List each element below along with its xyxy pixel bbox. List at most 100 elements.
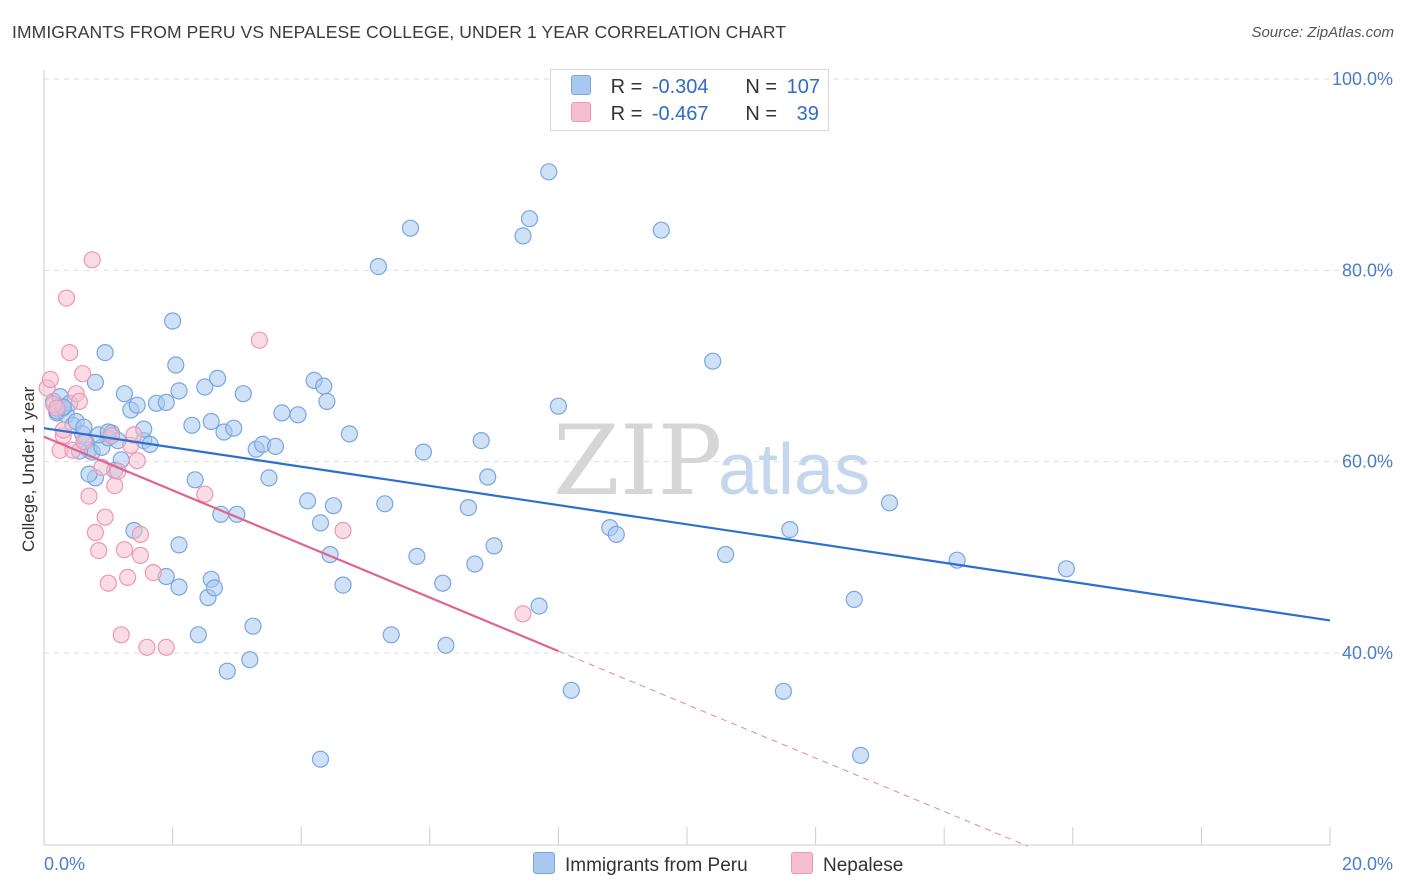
point-peru [315,377,333,395]
bottom-legend-peru: Immigrants from Peru [533,852,748,877]
point-nepalese [106,477,124,495]
point-nepalese [99,574,117,592]
point-peru [128,396,146,414]
point-peru [324,497,342,515]
y-axis-label: College, Under 1 year [19,386,38,552]
point-nepalese [83,251,101,269]
point-peru [289,406,307,424]
point-peru [164,312,182,330]
point-peru [234,385,252,403]
point-peru [514,227,532,245]
point-nepalese [80,487,98,505]
point-nepalese [131,525,149,544]
point-peru [479,468,497,486]
point-peru [485,537,503,555]
legend-r-label: R = [610,103,643,125]
point-nepalese [157,638,175,656]
y-tick-label: 100.0% [1332,69,1393,89]
trend-line-nepalese-extrapolated [558,650,1028,847]
point-peru [704,352,722,370]
point-nepalese [334,521,352,540]
point-nepalese [86,523,105,542]
legend-r-value-peru: -0.304 [651,76,709,98]
point-peru [652,221,670,239]
bottom-legend-label-nepal: Nepalese [823,855,904,876]
point-peru [96,344,114,362]
point-peru [167,356,185,374]
point-peru [520,210,539,228]
legend-swatch-nepal [571,102,591,122]
point-nepalese [131,546,149,565]
point-peru [115,385,134,403]
point-peru [209,369,227,387]
legend-r-value-nepal: -0.467 [651,103,709,125]
point-peru [530,597,548,615]
legend-swatch-peru [571,75,591,95]
point-peru [241,651,259,669]
point-peru [318,392,336,410]
watermark-atlas: atlas [718,430,870,510]
axes-layer: 100.0% 80.0% 60.0% 40.0% 0.0% 20.0% [43,69,1393,874]
bottom-legend-swatch-nepal [791,852,813,874]
source-label: Source: ZipAtlas.com [1251,24,1394,41]
point-peru [369,257,387,276]
point-peru [382,626,400,644]
legend-n-value-peru: 107 [786,76,820,98]
point-peru [459,499,477,517]
point-nepalese [41,370,60,388]
chart-title: IMMIGRANTS FROM PERU VS NEPALESE COLLEGE… [12,22,787,42]
point-peru [244,617,262,635]
points-layer [38,163,1076,768]
legend-n-value-nepal: 39 [796,103,819,125]
point-peru [189,626,207,644]
point-peru [260,469,278,487]
point-peru [183,416,201,434]
point-nepalese [115,541,134,559]
legend-row-nepal: R = -0.467 N = 39 [571,102,819,128]
point-peru [376,495,394,513]
point-peru [186,471,204,489]
point-peru [273,404,291,422]
trend-line-peru [43,427,1331,622]
point-peru [408,547,426,566]
point-peru [845,590,863,609]
y-tick-label: 40.0% [1342,643,1393,663]
point-nepalese [48,399,66,417]
legend-n-label: N = [745,103,778,125]
point-peru [311,750,330,768]
bottom-legend-nepal: Nepalese [791,852,903,877]
point-peru [225,419,243,437]
point-peru [196,378,214,396]
legend-n-label: N = [745,76,778,98]
point-peru [437,636,455,654]
watermark-zip: ZIP [553,405,722,517]
point-peru [340,425,358,443]
point-nepalese [250,331,268,349]
point-peru [157,393,175,411]
y-tick-label: 80.0% [1342,260,1393,280]
point-nepalese [144,563,162,582]
point-peru [266,437,285,455]
bottom-legend-label-peru: Immigrants from Peru [565,855,748,876]
point-nepalese [73,365,92,383]
x-tick-label: 20.0% [1342,854,1393,874]
point-peru [540,163,558,181]
y-tick-label: 60.0% [1342,452,1393,472]
point-peru [562,681,580,699]
point-nepalese [514,605,532,623]
point-peru [607,525,625,544]
point-peru [851,746,870,765]
point-nepalese [128,452,146,470]
bottom-legend-swatch-peru [533,852,555,874]
point-peru [170,578,188,596]
point-nepalese [96,508,114,526]
point-nepalese [196,485,214,503]
point-peru [170,536,188,554]
point-peru [334,576,352,594]
point-nepalese [118,568,137,587]
point-peru [414,443,432,461]
point-peru [205,579,223,597]
point-nepalese [90,541,108,560]
legend: R = -0.304 N = 107 R = -0.467 N = 39 [550,69,829,131]
